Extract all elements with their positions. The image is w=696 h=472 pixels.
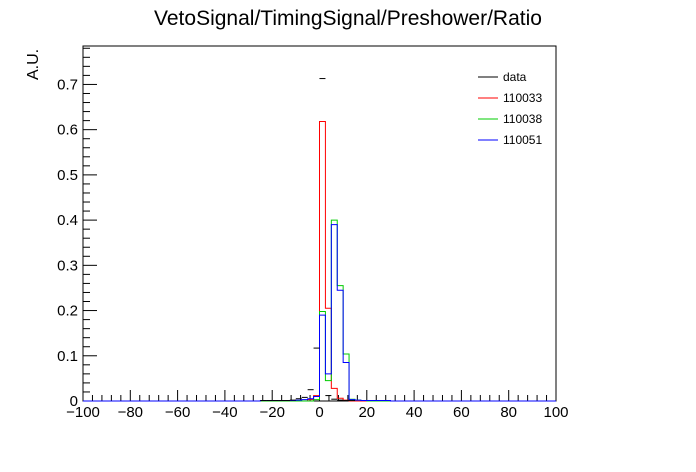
legend: data 110033 110038 110051	[478, 70, 542, 147]
x-tick-label: −60	[165, 404, 190, 421]
x-tick-label: −20	[259, 404, 284, 421]
y-tick-label: 0	[70, 393, 78, 410]
x-tick-label: 0	[315, 404, 323, 421]
x-tick-label: 40	[406, 404, 423, 421]
legend-label-110051: 110051	[503, 133, 542, 147]
y-axis-label: A.U.	[25, 49, 42, 80]
x-tick-label: −100	[66, 404, 100, 421]
x-tick-label: 80	[500, 404, 517, 421]
x-tick-label: −80	[118, 404, 143, 421]
y-tick-label: 0.3	[57, 257, 78, 274]
legend-label-data: data	[503, 70, 527, 84]
y-tick-label: 0.2	[57, 303, 78, 320]
x-tick-label: −40	[212, 404, 237, 421]
y-tick-label: 0.4	[57, 212, 78, 229]
x-axis: −100 −80 −60 −40 −20 0 20 40 60 80 100	[66, 390, 569, 421]
x-tick-label: 60	[453, 404, 470, 421]
series-110051-line	[83, 224, 556, 402]
legend-label-110038: 110038	[503, 112, 542, 126]
y-tick-label: 0.6	[57, 122, 78, 139]
y-axis: 0 0.1 0.2 0.3 0.4 0.5 0.6 0.7	[57, 47, 97, 410]
legend-label-110033: 110033	[503, 91, 542, 105]
chart-title: VetoSignal/TimingSignal/Preshower/Ratio	[154, 7, 542, 30]
y-tick-label: 0.5	[57, 167, 78, 184]
x-tick-label: 20	[358, 404, 375, 421]
y-tick-label: 0.1	[57, 348, 78, 365]
x-tick-label: 100	[543, 404, 568, 421]
series-layer	[83, 78, 556, 402]
y-tick-label: 0.7	[57, 76, 78, 93]
